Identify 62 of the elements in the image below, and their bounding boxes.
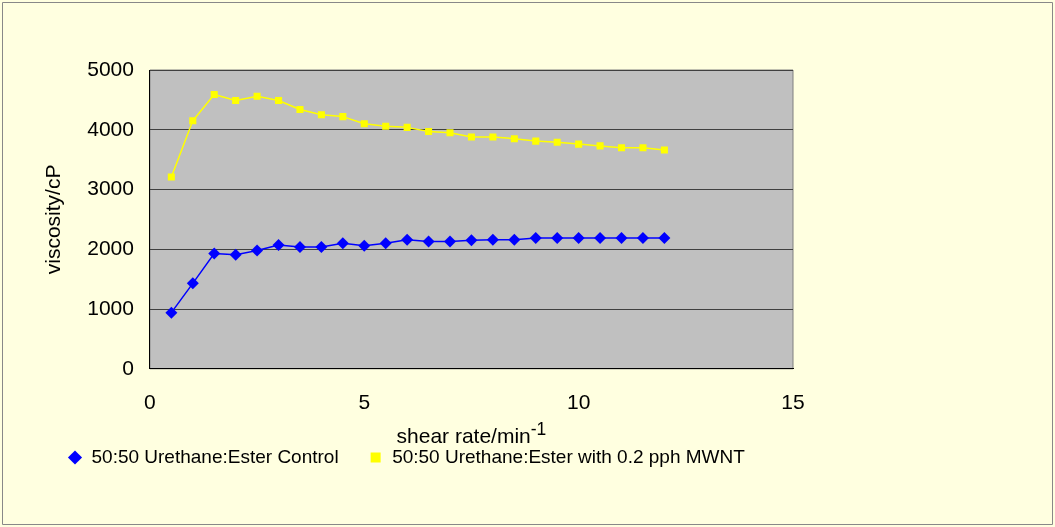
point xyxy=(639,144,647,152)
point xyxy=(403,123,411,131)
point xyxy=(636,231,649,244)
y-tick-label: 5000 xyxy=(87,56,134,80)
y-axis-title: viscosity/cP xyxy=(41,164,65,275)
point xyxy=(446,129,454,137)
point xyxy=(594,231,607,244)
point xyxy=(229,248,242,261)
point xyxy=(379,237,392,250)
point xyxy=(529,231,542,244)
point xyxy=(422,235,435,248)
point xyxy=(358,239,371,252)
point xyxy=(486,233,499,246)
x-axis-title: shear rate/min$^{-1}$ xyxy=(396,418,547,447)
point xyxy=(658,231,671,244)
point xyxy=(208,247,221,260)
point xyxy=(165,306,178,319)
y-tick-label: 1000 xyxy=(87,295,134,319)
x-tick-label: 10 xyxy=(566,390,591,414)
y-tick-label: 2000 xyxy=(87,236,134,260)
point xyxy=(467,133,475,141)
x-tick-label: 0 xyxy=(144,390,156,414)
point xyxy=(317,111,325,119)
point xyxy=(336,237,349,250)
legend-label: 50:50 Urethane:Ester with 0.2 pph MWNT xyxy=(392,445,746,467)
point xyxy=(275,96,283,105)
y-tick-label: 3000 xyxy=(87,176,134,200)
point xyxy=(293,240,306,253)
point xyxy=(382,122,390,130)
point xyxy=(315,240,328,253)
point xyxy=(575,140,583,148)
point xyxy=(232,96,240,105)
y-tick-label: 0 xyxy=(122,355,134,379)
x-tick-label: 15 xyxy=(781,390,805,414)
point xyxy=(253,92,261,100)
point xyxy=(617,144,626,152)
y-tick-label: 4000 xyxy=(87,116,134,140)
point xyxy=(167,173,175,181)
point xyxy=(489,133,497,141)
point xyxy=(444,235,457,248)
point xyxy=(553,138,561,146)
point xyxy=(510,135,518,143)
point xyxy=(596,142,604,150)
point xyxy=(272,239,285,252)
x-tick-label: 5 xyxy=(358,390,371,414)
point xyxy=(465,234,478,247)
point xyxy=(189,117,197,125)
point xyxy=(551,231,564,244)
point xyxy=(572,231,585,244)
point xyxy=(425,128,433,136)
point xyxy=(186,277,199,290)
point xyxy=(615,231,628,244)
point xyxy=(339,113,347,121)
point xyxy=(251,244,264,257)
point xyxy=(660,146,668,154)
point xyxy=(210,90,218,99)
point xyxy=(401,233,414,246)
point xyxy=(532,137,540,145)
point xyxy=(296,105,304,113)
point xyxy=(360,120,368,128)
point xyxy=(508,233,521,246)
legend-label: 50:50 Urethane:Ester Control xyxy=(91,445,339,467)
